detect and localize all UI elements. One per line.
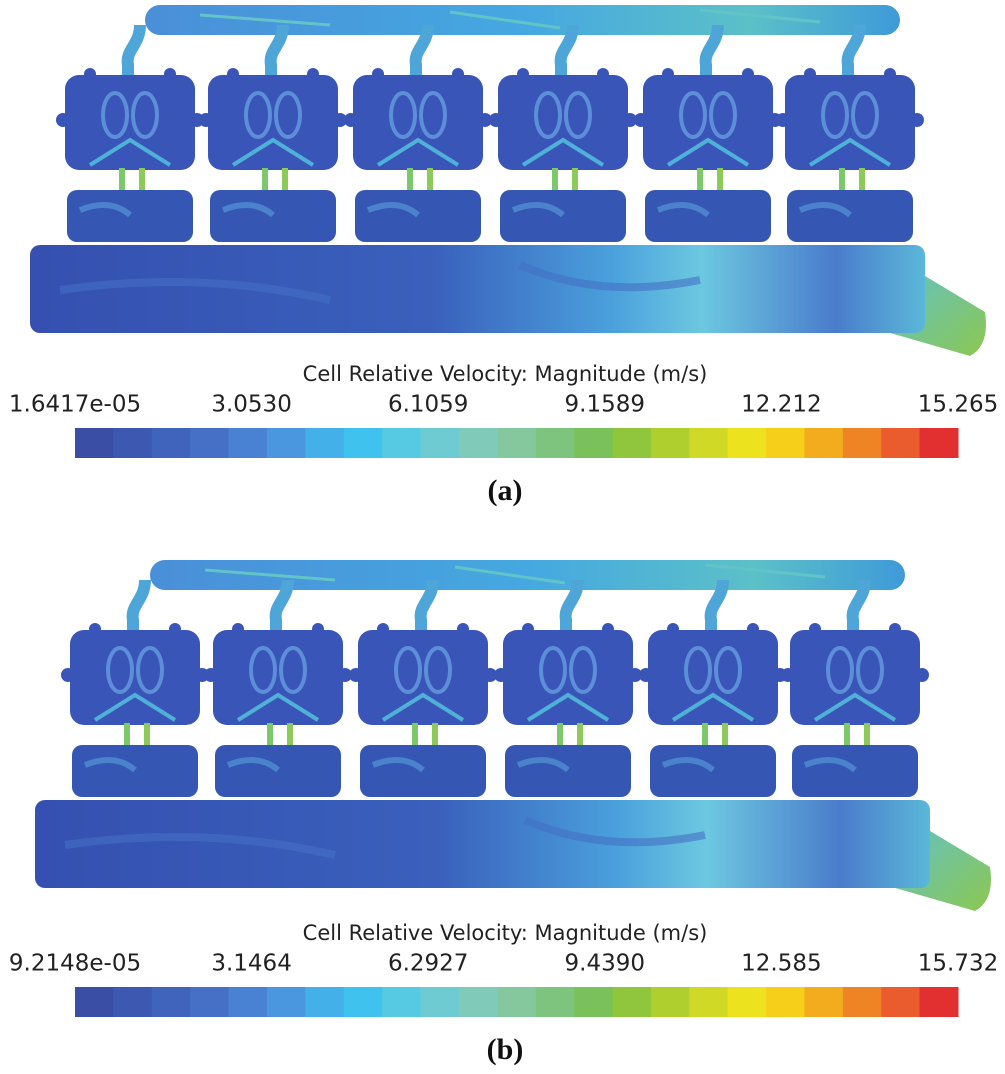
colorbar-segment bbox=[689, 428, 729, 458]
colorbar-tick-label: 1.6417e-05 bbox=[9, 392, 141, 418]
colorbar-segment bbox=[497, 987, 537, 1017]
colorbar-segment bbox=[881, 987, 921, 1017]
colorbar-tick-label: 9.1589 bbox=[565, 392, 645, 418]
colorbar-tick-label: 6.1059 bbox=[388, 392, 468, 418]
colorbar-segment bbox=[574, 987, 613, 1017]
colorbar-segment bbox=[919, 987, 959, 1017]
colorbar-segment bbox=[804, 428, 844, 458]
colorbar-segment bbox=[382, 987, 422, 1017]
colorbar-tick-label: 12.585 bbox=[741, 951, 821, 977]
colorbar-tick-label: 15.732 bbox=[918, 951, 998, 977]
colorbar-segment bbox=[804, 987, 844, 1017]
colorbar-segment bbox=[574, 428, 613, 458]
colorbar-segment bbox=[535, 428, 575, 458]
colorbar-segment bbox=[650, 987, 690, 1017]
colorbar-segment bbox=[497, 428, 537, 458]
colorbar-segment bbox=[113, 428, 153, 458]
colorbar-title: Cell Relative Velocity: Magnitude (m/s) bbox=[303, 362, 708, 386]
colorbar-segment bbox=[612, 428, 652, 458]
colorbar-segment bbox=[458, 428, 498, 458]
panel-label: (a) bbox=[488, 474, 523, 507]
colorbar-segment bbox=[190, 987, 230, 1017]
colorbar-tick-label: 15.265 bbox=[918, 392, 998, 418]
colorbar-segment bbox=[420, 987, 460, 1017]
colorbar-segment bbox=[343, 987, 383, 1017]
colorbar-segment bbox=[535, 987, 575, 1017]
colorbar-segment bbox=[842, 987, 882, 1017]
colorbar-segment bbox=[305, 428, 345, 458]
velocity-render bbox=[30, 5, 986, 356]
colorbar-segment bbox=[266, 428, 306, 458]
colorbar-segment bbox=[766, 428, 805, 458]
colorbar-segment bbox=[842, 428, 882, 458]
colorbar-tick-label: 3.0530 bbox=[211, 392, 291, 418]
colorbar-segment bbox=[228, 987, 268, 1017]
colorbar-segment bbox=[305, 987, 345, 1017]
colorbar-segment bbox=[420, 428, 460, 458]
velocity-render bbox=[35, 560, 991, 911]
colorbar-segment bbox=[190, 428, 230, 458]
colorbar-segment bbox=[266, 987, 306, 1017]
colorbar-tick-label: 3.1464 bbox=[211, 951, 291, 977]
colorbar-segment bbox=[151, 428, 191, 458]
colorbar-segment bbox=[727, 987, 767, 1017]
colorbar-segment bbox=[689, 987, 729, 1017]
colorbar-tick-label: 6.2927 bbox=[388, 951, 468, 977]
colorbar-tick-label: 9.4390 bbox=[565, 951, 645, 977]
colorbar-segment bbox=[612, 987, 652, 1017]
colorbar-segment bbox=[382, 428, 422, 458]
colorbar-segment bbox=[228, 428, 268, 458]
colorbar-segment bbox=[343, 428, 383, 458]
colorbar-segment bbox=[151, 987, 191, 1017]
panel-label: (b) bbox=[487, 1033, 524, 1066]
colorbar-title: Cell Relative Velocity: Magnitude (m/s) bbox=[303, 921, 708, 945]
colorbar-segment bbox=[919, 428, 959, 458]
colorbar-segment bbox=[75, 428, 114, 458]
colorbar-segment bbox=[727, 428, 767, 458]
colorbar-tick-label: 9.2148e-05 bbox=[9, 951, 141, 977]
colorbar-tick-label: 12.212 bbox=[741, 392, 821, 418]
colorbar-segment bbox=[766, 987, 805, 1017]
colorbar-segment bbox=[113, 987, 153, 1017]
colorbar-segment bbox=[650, 428, 690, 458]
colorbar-segment bbox=[75, 987, 114, 1017]
colorbar-segment bbox=[881, 428, 921, 458]
colorbar-segment bbox=[458, 987, 498, 1017]
